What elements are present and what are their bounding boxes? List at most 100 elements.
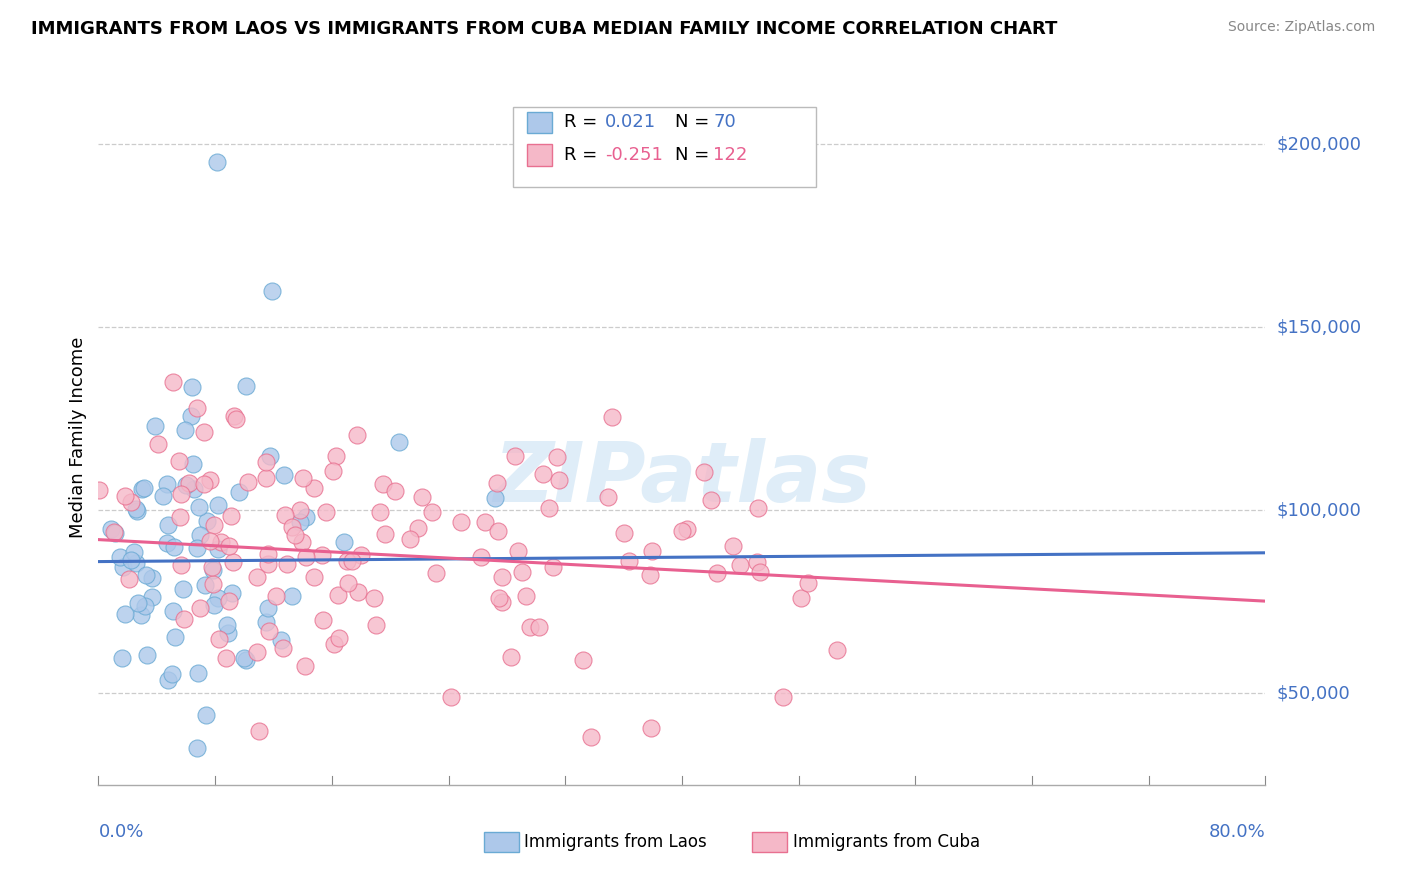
Point — [225, 412, 247, 426]
Point — [543, 560, 565, 574]
Point — [125, 556, 148, 570]
Point — [143, 419, 166, 434]
Point — [302, 570, 325, 584]
Point — [120, 552, 142, 566]
Point — [222, 409, 245, 423]
Point — [531, 467, 554, 481]
FancyBboxPatch shape — [513, 106, 815, 186]
Point — [112, 560, 135, 574]
Point — [572, 652, 595, 666]
Point — [411, 491, 433, 505]
Point — [420, 505, 443, 519]
Point — [173, 611, 195, 625]
Point — [233, 651, 256, 665]
Point — [246, 645, 269, 659]
Text: $200,000: $200,000 — [1277, 135, 1361, 153]
Point — [122, 545, 145, 559]
Point — [134, 481, 156, 495]
Point — [671, 524, 693, 539]
Point — [114, 607, 136, 621]
Point — [264, 590, 287, 604]
Point — [141, 590, 163, 604]
Point — [281, 589, 304, 603]
Point — [256, 558, 278, 572]
Point — [257, 624, 280, 639]
Point — [195, 514, 218, 528]
Point — [450, 515, 472, 529]
Point — [193, 476, 215, 491]
Text: Source: ZipAtlas.com: Source: ZipAtlas.com — [1227, 20, 1375, 34]
Point — [336, 554, 359, 568]
Point — [205, 155, 228, 169]
Point — [131, 482, 153, 496]
Point — [198, 474, 221, 488]
Point — [180, 409, 202, 423]
Point — [295, 550, 318, 565]
Point — [169, 509, 191, 524]
Point — [141, 571, 163, 585]
Point — [311, 549, 333, 563]
Point — [187, 666, 209, 681]
Point — [156, 536, 179, 550]
Point — [156, 477, 179, 491]
Point — [114, 489, 136, 503]
Point — [202, 563, 225, 577]
Point — [208, 632, 231, 647]
Text: ZIPatlas: ZIPatlas — [494, 438, 870, 519]
Point — [236, 475, 259, 489]
Point — [676, 522, 699, 536]
Point — [262, 284, 284, 298]
Point — [215, 617, 238, 632]
Point — [163, 630, 186, 644]
Point — [371, 476, 394, 491]
Point — [156, 518, 179, 533]
Point — [290, 515, 312, 529]
Point — [87, 483, 110, 497]
Point — [202, 577, 225, 591]
Point — [125, 503, 148, 517]
Point — [374, 527, 396, 541]
Point — [246, 570, 269, 584]
Point — [491, 570, 513, 584]
Point — [790, 591, 813, 605]
Point — [170, 487, 193, 501]
Point — [125, 501, 148, 516]
Bar — [484, 831, 519, 853]
Point — [579, 731, 602, 745]
Point — [406, 521, 429, 535]
Point — [700, 493, 723, 508]
Point — [730, 558, 752, 572]
Point — [315, 505, 337, 519]
Point — [256, 548, 278, 562]
Point — [474, 515, 496, 529]
Text: N =: N = — [675, 146, 714, 164]
Point — [120, 494, 142, 508]
Point — [181, 457, 204, 471]
Point — [346, 428, 368, 442]
Point — [366, 618, 388, 632]
Point — [486, 524, 509, 538]
Point — [194, 578, 217, 592]
Point — [276, 558, 298, 572]
Point — [547, 473, 569, 487]
Point — [186, 741, 208, 756]
Point — [111, 650, 134, 665]
Point — [337, 576, 360, 591]
Point — [135, 567, 157, 582]
Point — [181, 380, 204, 394]
Bar — [527, 112, 553, 133]
Point — [529, 620, 551, 634]
Point — [193, 425, 215, 439]
Point — [152, 489, 174, 503]
Point — [218, 593, 240, 607]
Point — [825, 643, 848, 657]
Point — [235, 379, 257, 393]
Text: Immigrants from Laos: Immigrants from Laos — [524, 833, 707, 851]
Point — [170, 558, 193, 573]
Point — [600, 410, 623, 425]
Point — [398, 532, 420, 546]
Point — [693, 465, 716, 479]
Point — [281, 519, 304, 533]
Point — [202, 599, 225, 613]
Text: Immigrants from Cuba: Immigrants from Cuba — [793, 833, 980, 851]
